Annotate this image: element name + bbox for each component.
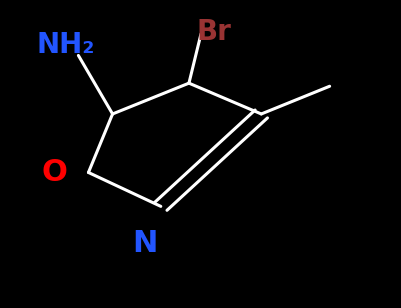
Text: N: N bbox=[132, 229, 157, 258]
Text: NH₂: NH₂ bbox=[36, 31, 94, 59]
Text: Br: Br bbox=[196, 18, 231, 46]
Text: O: O bbox=[41, 158, 67, 187]
